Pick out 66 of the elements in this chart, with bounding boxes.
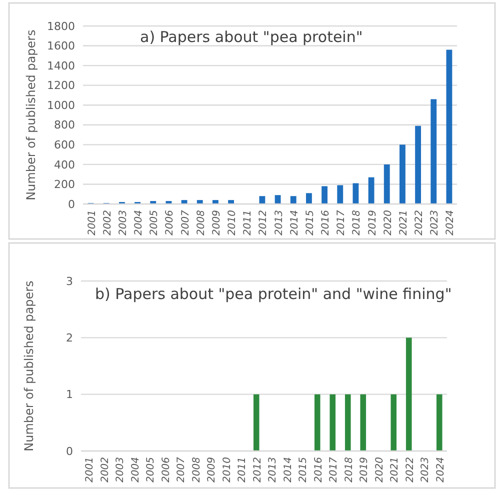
x-tick-label: 2013 [268, 457, 279, 482]
x-tick-label: 2020 [382, 210, 394, 236]
y-tick-label: 1000 [47, 98, 75, 112]
y-tick-label: 400 [54, 158, 75, 172]
x-tick-label: 2001 [86, 210, 98, 236]
y-axis-title: Number of published papers [24, 30, 38, 200]
y-tick-label: 0 [68, 198, 75, 211]
y-tick-label: 600 [54, 138, 75, 152]
x-tick-label: 2019 [367, 210, 378, 236]
x-tick-label: 2021 [390, 457, 401, 482]
y-tick-label: 1200 [47, 79, 75, 92]
y-tick-label: 2 [66, 332, 73, 345]
x-tick-label: 2005 [146, 457, 157, 482]
x-tick-label: 2015 [304, 210, 316, 236]
y-axis-title: Number of published papers [22, 280, 36, 452]
x-tick-label: 2008 [191, 457, 202, 482]
x-tick-label: 2017 [336, 209, 348, 236]
x-tick-label: 2008 [196, 210, 207, 236]
x-tick-label: 2011 [242, 210, 254, 236]
x-tick-label: 2015 [298, 457, 310, 482]
chart-title: a) Papers about "pea protein" [140, 28, 363, 46]
x-tick-label: 2003 [115, 457, 126, 482]
x-tick-label: 2022 [414, 210, 426, 236]
x-tick-label: 2009 [211, 210, 222, 236]
x-tick-label: 2021 [398, 210, 410, 236]
x-tick-label: 2013 [274, 210, 285, 236]
x-tick-label: 2016 [320, 210, 332, 236]
x-tick-label: 2003 [118, 210, 129, 236]
x-tick-label: 2018 [344, 457, 355, 482]
x-tick-label: 2023 [430, 210, 441, 236]
x-tick-label: 2006 [164, 210, 176, 236]
x-tick-label: 2024 [435, 457, 446, 482]
x-tick-label: 2001 [84, 457, 96, 482]
y-tick-label: 800 [54, 118, 75, 132]
x-tick-label: 2011 [237, 457, 248, 482]
x-tick-label: 2004 [130, 457, 142, 482]
x-tick-label: 2010 [222, 457, 233, 482]
x-tick-label: 2019 [359, 457, 370, 482]
x-tick-label: 2005 [149, 210, 160, 236]
y-tick-label: 1800 [47, 20, 75, 33]
y-tick-label: 1 [66, 388, 73, 402]
x-tick-label: 2017 [328, 456, 340, 482]
y-tick-label: 3 [66, 274, 73, 288]
x-tick-label: 2014 [282, 457, 294, 482]
y-tick-label: 1600 [47, 40, 75, 53]
x-tick-label: 2009 [206, 457, 218, 482]
x-tick-label: 2007 [176, 456, 188, 482]
x-tick-label: 2023 [420, 457, 432, 482]
x-tick-label: 2012 [258, 210, 270, 236]
x-tick-label: 2007 [180, 209, 192, 236]
x-tick-label: 2002 [102, 210, 114, 236]
x-tick-label: 2010 [227, 210, 238, 236]
x-tick-label: 2014 [289, 210, 300, 236]
x-tick-label: 2022 [404, 457, 416, 482]
y-tick-label: 200 [54, 178, 75, 192]
chart-title: b) Papers about "pea protein" and "wine fining" [95, 285, 452, 303]
x-tick-label: 2012 [252, 457, 264, 482]
x-tick-label: 2002 [100, 457, 111, 482]
x-tick-label: 2004 [134, 210, 145, 236]
x-tick-label: 2020 [374, 457, 386, 482]
x-tick-label: 2006 [160, 457, 172, 482]
x-tick-label: 2016 [313, 457, 324, 482]
x-tick-label: 2024 [445, 210, 456, 236]
y-tick-label: 1400 [47, 59, 75, 72]
x-tick-label: 2018 [352, 210, 363, 236]
y-tick-label: 0 [66, 444, 73, 458]
